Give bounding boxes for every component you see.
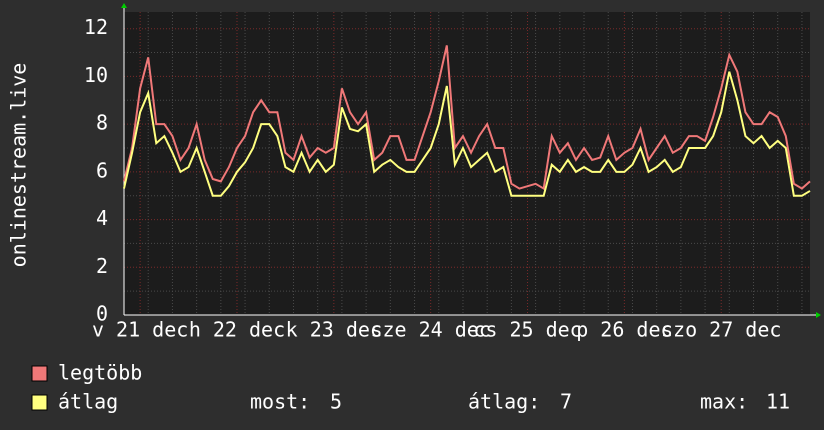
x-tick-label: v 21 dec: [92, 318, 188, 342]
x-tick-label: sze 24 dec: [370, 318, 490, 342]
y-tick-label: 12: [84, 15, 108, 39]
y-tick-label: 4: [96, 206, 108, 230]
legend-swatch: [31, 394, 48, 411]
legend-swatch: [31, 365, 48, 382]
y-tick-label: 10: [84, 63, 108, 87]
x-tick-label: szo 27 dec: [661, 318, 781, 342]
x-tick-label: k 23 dec: [286, 318, 382, 342]
axis-arrow: [816, 312, 821, 318]
stat-label: max:: [700, 390, 748, 414]
series-line: [123, 45, 811, 191]
y-tick-label: 0: [96, 302, 108, 326]
x-tick-label: cs 25 dec: [473, 318, 581, 342]
y-tick-label: 2: [96, 254, 108, 278]
plot-area: [124, 12, 810, 315]
x-tick-label: p 26 dec: [576, 318, 672, 342]
stat-value: 5: [330, 390, 342, 414]
x-tick-label: h 22 dec: [189, 318, 285, 342]
stat-label: átlag:: [468, 390, 540, 414]
stat-value: 7: [560, 390, 572, 414]
stat-label: most:: [250, 390, 310, 414]
y-tick-label: 6: [96, 158, 108, 182]
series-line: [123, 71, 811, 197]
legend-label: átlag: [58, 390, 118, 414]
axis-arrow: [121, 3, 127, 8]
legend-label: legtöbb: [58, 361, 142, 385]
stat-value: 11: [766, 390, 790, 414]
y-axis-label: onlinestream.live: [7, 63, 31, 268]
y-tick-label: 8: [96, 111, 108, 135]
